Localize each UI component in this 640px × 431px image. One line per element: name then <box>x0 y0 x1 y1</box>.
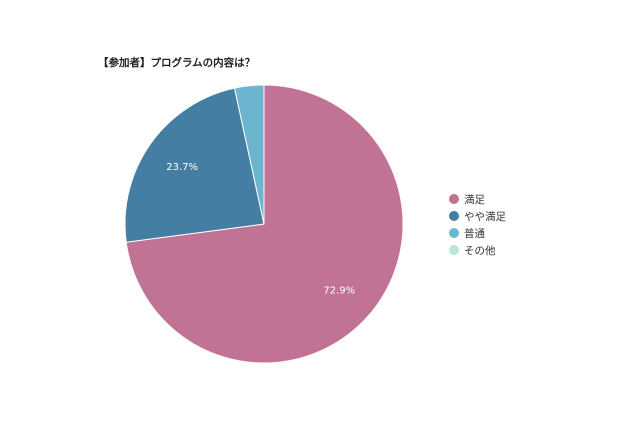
pie-slice-2 <box>124 87 265 243</box>
legend-label: 満足 <box>464 194 485 206</box>
legend-label: やや満足 <box>464 211 506 223</box>
legend-marker <box>449 194 459 204</box>
slice-value-label: 23.7% <box>166 162 198 173</box>
chart-title: 【参加者】プログラムの内容は？ <box>98 56 255 69</box>
slice-labels: 72.9% 23.7% <box>166 162 355 296</box>
legend-label: その他 <box>464 244 496 257</box>
legend-marker <box>449 228 459 238</box>
pie-slices <box>124 84 404 364</box>
legend-label: 普通 <box>464 227 485 240</box>
pie-slice-1 <box>125 84 404 364</box>
legend-marker <box>449 211 459 221</box>
slice-value-label: 72.9% <box>323 285 355 296</box>
legend-marker <box>449 245 459 255</box>
pie-slice-3 <box>233 84 265 225</box>
